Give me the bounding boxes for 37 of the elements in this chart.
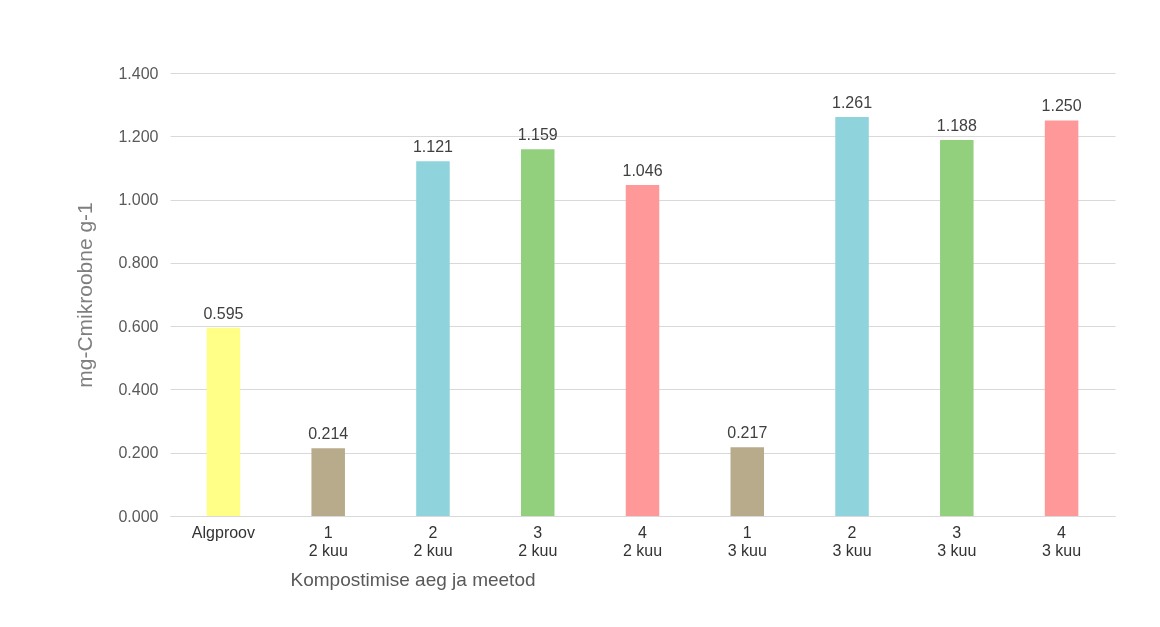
bar [625, 185, 660, 516]
x-tick-label: 1 3 kuu [727, 523, 767, 559]
y-tick-label: 1.400 [118, 64, 159, 82]
y-axis-title: mg-Cmikroobne g-1 [73, 202, 97, 388]
y-tick-label: 1.000 [118, 191, 159, 209]
y-tick-label: 0.600 [118, 317, 159, 335]
bar [940, 140, 974, 516]
data-label: 1.188 [936, 117, 977, 135]
data-label: 0.217 [727, 424, 768, 442]
x-axis-title: Kompostimise aeg ja meetod [290, 568, 536, 590]
y-tick-label: 1.200 [118, 127, 159, 145]
bar [520, 149, 555, 516]
x-tick-label: 1 2 kuu [308, 523, 348, 559]
bar [416, 161, 450, 516]
x-tick-label: 4 2 kuu [622, 523, 663, 559]
data-label: 1.250 [1041, 97, 1082, 115]
bar [206, 327, 241, 516]
data-label: 1.121 [412, 138, 454, 156]
x-tick-label: 3 2 kuu [518, 523, 558, 559]
x-tick-label: 2 2 kuu [413, 523, 453, 559]
bar [730, 447, 765, 516]
data-label: 0.595 [203, 304, 244, 322]
bar [835, 116, 869, 516]
data-label: 1.159 [517, 126, 558, 144]
x-tick-label: 4 3 kuu [1042, 523, 1082, 559]
bar [311, 448, 345, 516]
data-label: 0.214 [308, 425, 349, 443]
y-tick-label: 0.000 [118, 507, 159, 525]
x-tick-label: 3 3 kuu [937, 523, 977, 559]
x-tick-label: Algproov [191, 523, 256, 541]
y-tick-label: 0.800 [118, 254, 159, 272]
data-label: 1.261 [832, 93, 873, 111]
data-label: 1.046 [622, 162, 663, 180]
y-tick-label: 0.400 [118, 380, 159, 398]
bar [1044, 120, 1079, 516]
y-tick-label: 0.200 [118, 444, 159, 462]
x-tick-label: 2 3 kuu [832, 523, 872, 559]
